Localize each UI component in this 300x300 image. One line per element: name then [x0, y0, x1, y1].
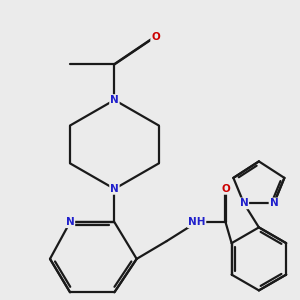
Text: NH: NH [188, 217, 206, 227]
Text: N: N [110, 184, 119, 194]
Text: N: N [66, 217, 74, 227]
Text: N: N [269, 198, 278, 208]
Text: O: O [151, 32, 160, 42]
Text: O: O [221, 184, 230, 194]
Text: N: N [110, 95, 119, 105]
Text: N: N [239, 198, 248, 208]
